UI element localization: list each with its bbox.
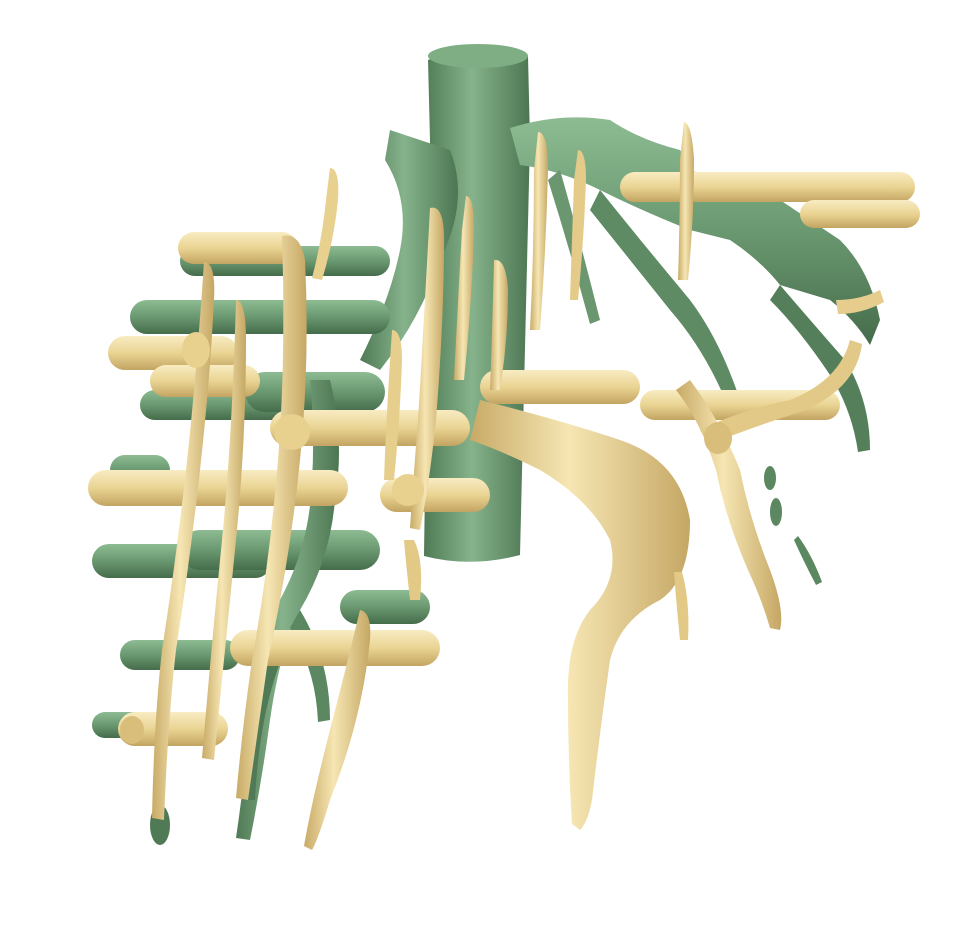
tan-rod-8: [230, 630, 440, 666]
green-branch-right-2: [770, 285, 870, 452]
tan-branch-large: [470, 400, 690, 830]
tan-vertical-4: [312, 168, 339, 280]
green-cylinder-cap: [428, 44, 528, 68]
tan-branch-right-3: [836, 290, 884, 314]
tan-branch-right: [676, 380, 782, 630]
tan-knob-1: [274, 414, 310, 450]
tan-knob-2: [392, 474, 424, 506]
green-drip-1: [764, 466, 776, 490]
tan-vertical-3: [202, 300, 246, 760]
tan-spike-1: [410, 207, 444, 530]
green-arm-top-right: [510, 117, 880, 345]
green-drip-2: [770, 498, 782, 526]
tan-rod-6: [480, 370, 640, 404]
green-rod-2: [130, 300, 390, 334]
tan-spike-3: [530, 132, 548, 330]
tan-knob-4: [120, 716, 144, 744]
tan-branch-right-2: [700, 340, 862, 444]
green-rod-7: [120, 640, 240, 670]
tan-vertical-5: [304, 610, 371, 850]
tan-spike-4: [678, 122, 694, 280]
green-drip-3: [794, 536, 822, 585]
tan-rod-4: [88, 470, 348, 506]
tan-rod-1: [178, 232, 298, 264]
tan-rod-2: [108, 336, 238, 370]
tan-knob-3: [182, 332, 210, 368]
tan-structure: [88, 122, 920, 850]
tan-drip-1: [404, 540, 422, 600]
tan-spike-7: [384, 330, 402, 480]
tan-rod-top-right: [620, 172, 915, 202]
tan-rod-top-right-2: [800, 200, 920, 228]
tan-rod-9: [118, 712, 228, 746]
tan-vertical-2: [152, 262, 215, 820]
tan-spike-5: [570, 150, 586, 300]
tan-vertical-1: [236, 235, 307, 800]
tan-spike-2: [454, 196, 474, 380]
tan-drip-2: [674, 572, 689, 640]
green-branch-right-1: [590, 190, 740, 406]
tan-knob-right: [704, 422, 732, 454]
green-trunk-fork-2: [243, 636, 290, 800]
tan-spike-6: [490, 259, 508, 390]
